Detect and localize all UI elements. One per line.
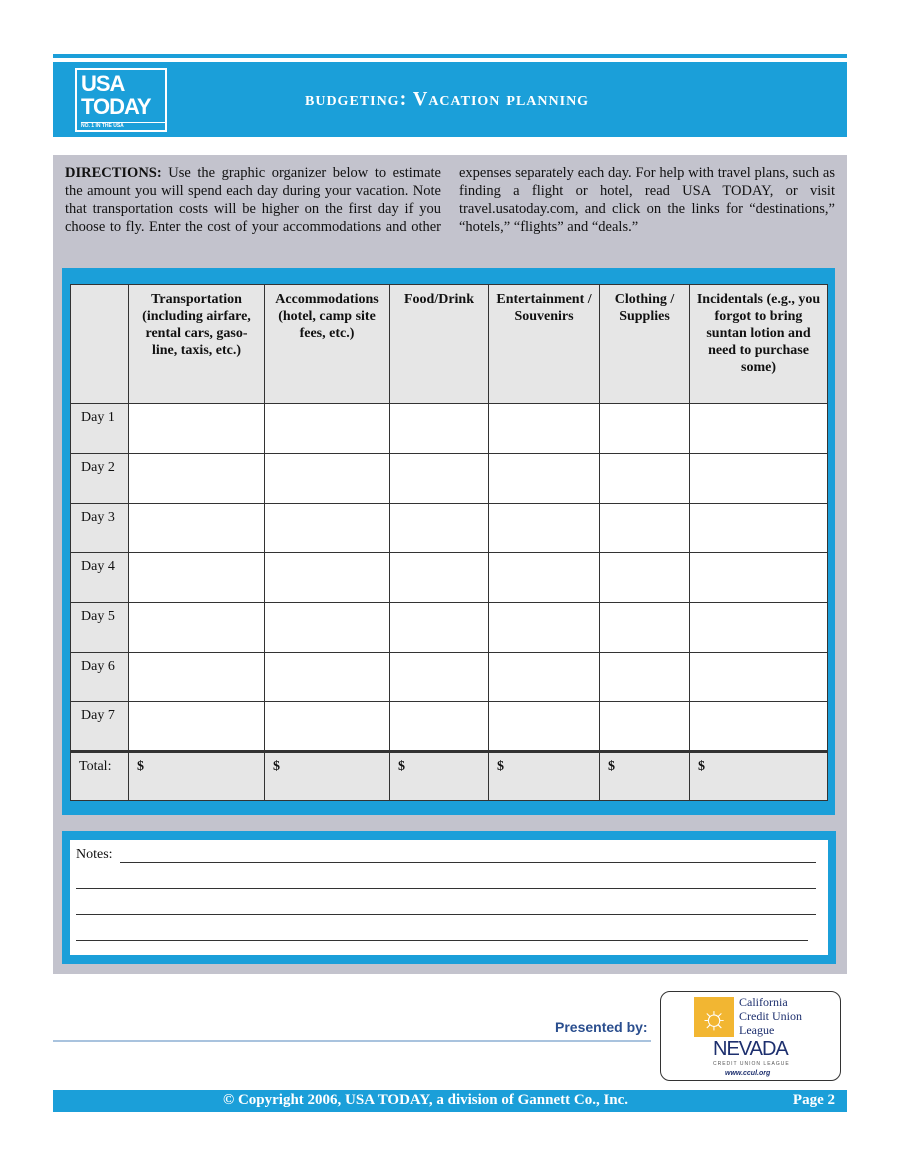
budget-cell[interactable] — [599, 403, 690, 454]
budget-cell[interactable] — [389, 601, 489, 653]
column-header: Accommodations (hotel, camp site fees, e… — [264, 283, 390, 405]
table-row: Day 7 — [70, 701, 828, 752]
column-header: Entertainment / Souvenirs — [488, 283, 600, 405]
table-row: Day 4 — [70, 552, 828, 603]
sponsor-logo: ☼ California Credit Union League NEVADA CR… — [660, 991, 841, 1081]
row-label: Day 1 — [70, 403, 129, 454]
corner-cell — [70, 283, 129, 405]
total-cell[interactable]: $ — [128, 749, 265, 802]
budget-cell[interactable] — [264, 452, 390, 504]
column-header: Transportation (including airfare, renta… — [128, 283, 265, 405]
copyright: © Copyright 2006, USA TODAY, a division … — [223, 1092, 629, 1108]
ccul-name: California Credit Union League — [739, 995, 802, 1037]
sun-icon: ☼ — [694, 997, 734, 1037]
budget-cell[interactable] — [128, 502, 265, 554]
budget-table: Transportation (including airfare, renta… — [70, 283, 828, 802]
notes-line[interactable] — [76, 914, 816, 915]
nevada-subtitle: CREDIT UNION LEAGUE — [713, 1061, 790, 1067]
budget-table-frame: Transportation (including airfare, renta… — [62, 268, 835, 815]
budget-cell[interactable] — [689, 601, 828, 653]
budget-cell[interactable] — [389, 701, 489, 752]
budget-cell[interactable] — [488, 701, 600, 752]
budget-cell[interactable] — [599, 452, 690, 504]
worksheet-panel: DIRECTIONS: Use the graphic organizer be… — [53, 155, 847, 974]
budget-cell[interactable] — [389, 403, 489, 454]
budget-cell[interactable] — [264, 701, 390, 752]
budget-cell[interactable] — [264, 502, 390, 554]
header-banner: USA TODAY NO. 1 IN THE USA budgeting: Vaca… — [53, 62, 847, 137]
table-row: Day 5 — [70, 601, 828, 653]
budget-cell[interactable] — [488, 601, 600, 653]
budget-cell[interactable] — [488, 552, 600, 603]
notes-frame: Notes: — [62, 831, 836, 964]
budget-cell[interactable] — [599, 651, 690, 703]
budget-cell[interactable] — [488, 403, 600, 454]
budget-cell[interactable] — [128, 651, 265, 703]
column-header: Food/Drink — [389, 283, 489, 405]
footer-bar: © Copyright 2006, USA TODAY, a division … — [53, 1090, 847, 1112]
budget-cell[interactable] — [389, 552, 489, 603]
budget-cell[interactable] — [599, 701, 690, 752]
directions: DIRECTIONS: Use the graphic organizer be… — [65, 165, 835, 235]
budget-cell[interactable] — [599, 502, 690, 554]
usa-today-logo: USA TODAY NO. 1 IN THE USA — [75, 68, 167, 132]
total-cell[interactable]: $ — [599, 749, 690, 802]
budget-cell[interactable] — [689, 502, 828, 554]
budget-cell[interactable] — [488, 502, 600, 554]
budget-cell[interactable] — [264, 651, 390, 703]
table-row: Day 2 — [70, 452, 828, 504]
total-cell[interactable]: $ — [689, 749, 828, 802]
table-row: Day 6 — [70, 651, 828, 703]
budget-cell[interactable] — [599, 552, 690, 603]
notes-label: Notes: — [76, 847, 113, 862]
divider — [53, 1040, 651, 1042]
column-header: Incidentals (e.g., you forgot to bring s… — [689, 283, 828, 405]
table-row: Day 1 — [70, 403, 828, 454]
budget-cell[interactable] — [689, 651, 828, 703]
budget-cell[interactable] — [128, 452, 265, 504]
budget-cell[interactable] — [689, 452, 828, 504]
table-row: Day 3 — [70, 502, 828, 554]
budget-cell[interactable] — [599, 601, 690, 653]
row-label: Day 4 — [70, 552, 129, 603]
page-title: budgeting: Vacation planning — [305, 88, 590, 110]
total-label: Total: — [70, 749, 129, 802]
budget-cell[interactable] — [689, 403, 828, 454]
notes-area[interactable]: Notes: — [70, 840, 828, 955]
budget-cell[interactable] — [389, 452, 489, 504]
budget-cell[interactable] — [689, 552, 828, 603]
column-header: Clothing / Supplies — [599, 283, 690, 405]
presented-by: Presented by: — [555, 1019, 648, 1035]
total-cell[interactable]: $ — [389, 749, 489, 802]
page-number: Page 2 — [792, 1092, 835, 1108]
notes-line[interactable] — [76, 888, 816, 889]
nevada-logo: NEVADA — [713, 1038, 789, 1060]
budget-cell[interactable] — [128, 403, 265, 454]
budget-cell[interactable] — [264, 403, 390, 454]
notes-line[interactable] — [120, 862, 816, 863]
budget-cell[interactable] — [389, 651, 489, 703]
budget-cell[interactable] — [128, 552, 265, 603]
budget-cell[interactable] — [389, 502, 489, 554]
budget-cell[interactable] — [488, 651, 600, 703]
budget-cell[interactable] — [264, 552, 390, 603]
budget-cell[interactable] — [488, 452, 600, 504]
row-label: Day 6 — [70, 651, 129, 703]
budget-cell[interactable] — [128, 701, 265, 752]
total-row: Total: $ $ $ $ $ $ — [70, 749, 828, 802]
top-rule — [53, 54, 847, 58]
notes-line[interactable] — [76, 940, 808, 941]
total-cell[interactable]: $ — [488, 749, 600, 802]
total-cell[interactable]: $ — [264, 749, 390, 802]
budget-cell[interactable] — [689, 701, 828, 752]
row-label: Day 7 — [70, 701, 129, 752]
budget-cell[interactable] — [128, 601, 265, 653]
website: www.ccul.org — [725, 1070, 771, 1077]
budget-cell[interactable] — [264, 601, 390, 653]
row-label: Day 3 — [70, 502, 129, 554]
row-label: Day 2 — [70, 452, 129, 504]
row-label: Day 5 — [70, 601, 129, 653]
